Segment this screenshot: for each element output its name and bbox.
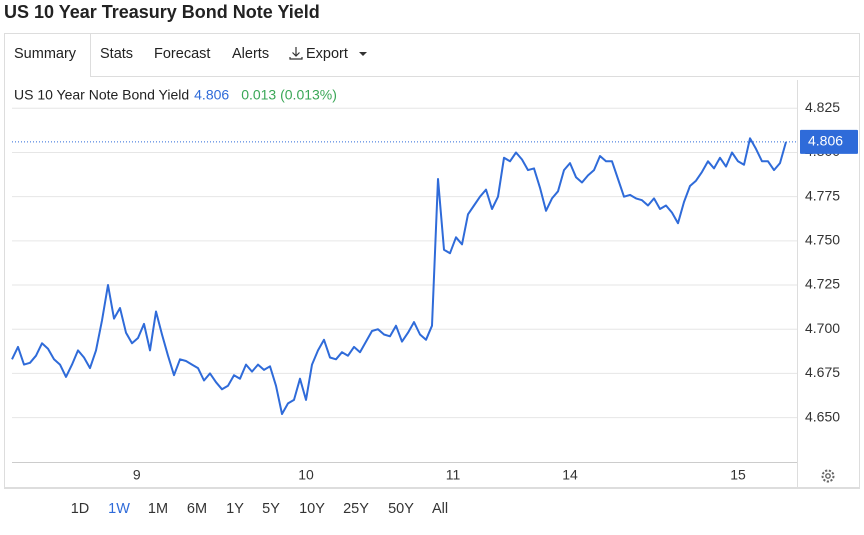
y-tick-label: 4.750 — [805, 232, 840, 248]
tab-bar: Summary Stats Forecast Alerts Export — [4, 33, 367, 78]
range-button[interactable]: 5Y — [262, 501, 280, 517]
y-tick-label: 4.775 — [805, 187, 840, 203]
last-value-label: 4.806 — [808, 133, 843, 149]
range-button[interactable]: All — [432, 501, 448, 517]
range-button[interactable]: 10Y — [299, 501, 325, 517]
y-tick-label: 4.675 — [805, 364, 840, 380]
range-button[interactable]: 50Y — [388, 501, 414, 517]
x-tick-label: 10 — [298, 467, 314, 483]
export-icon — [289, 47, 367, 60]
page-title: US 10 Year Treasury Bond Note Yield — [4, 2, 320, 22]
caret — [359, 52, 367, 56]
download-arrow — [289, 47, 303, 60]
tab[interactable]: Export — [306, 46, 348, 62]
chart: 4.6504.6754.7004.7254.7504.7754.8004.825… — [11, 80, 858, 488]
range-button[interactable]: 1W — [108, 501, 130, 517]
tab[interactable]: Alerts — [232, 46, 269, 62]
range-bar: 1D 1W 1M 6M 1Y 5Y 10Y 25Y 50Y All — [71, 501, 448, 517]
tab[interactable]: Forecast — [154, 46, 210, 62]
panel-border — [4, 33, 860, 488]
x-tick-label: 11 — [446, 467, 461, 483]
gear-teeth — [821, 469, 835, 483]
y-tick-label: 4.650 — [805, 408, 840, 424]
range-button[interactable]: 1M — [148, 501, 168, 517]
last-value-badge — [800, 129, 858, 154]
y-tick-label: 4.825 — [805, 99, 840, 115]
price-line — [11, 137, 787, 415]
settings-icon[interactable] — [821, 469, 835, 483]
tab[interactable]: Stats — [100, 46, 133, 62]
range-button[interactable]: 6M — [187, 501, 207, 517]
active-tab — [4, 33, 91, 77]
tab[interactable]: Summary — [14, 46, 77, 62]
y-tick-label: 4.700 — [805, 320, 840, 336]
gear-hub — [825, 473, 831, 479]
x-tick-label: 14 — [562, 467, 578, 483]
range-button[interactable]: 1Y — [226, 501, 244, 517]
x-tick-label: 15 — [730, 467, 746, 483]
range-button[interactable]: 1D — [71, 501, 90, 517]
y-tick-label: 4.725 — [805, 276, 840, 292]
range-button[interactable]: 25Y — [343, 501, 369, 517]
legend-value: 4.806 — [194, 87, 229, 103]
x-tick-label: 9 — [133, 467, 141, 483]
legend-change: 0.013 (0.013%) — [241, 87, 337, 103]
legend-name: US 10 Year Note Bond Yield — [14, 87, 189, 103]
